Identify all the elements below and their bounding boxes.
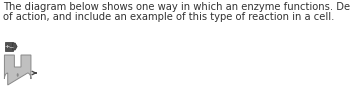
FancyBboxPatch shape: [5, 42, 13, 51]
Text: −: −: [9, 44, 14, 49]
Polygon shape: [13, 43, 17, 50]
Circle shape: [17, 73, 19, 77]
Polygon shape: [5, 55, 31, 85]
Text: +: +: [4, 44, 9, 49]
Text: of action, and include an example of this type of reaction in a cell.: of action, and include an example of thi…: [3, 12, 334, 22]
Text: The diagram below shows one way in which an enzyme functions. Describe this type: The diagram below shows one way in which…: [3, 2, 350, 12]
